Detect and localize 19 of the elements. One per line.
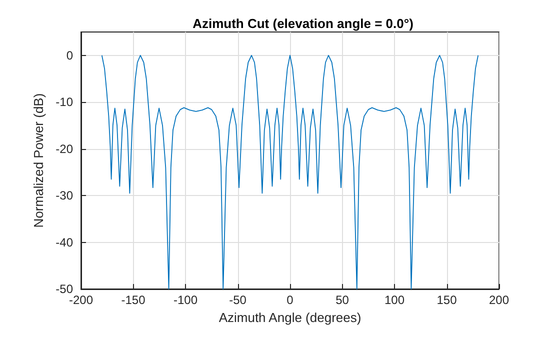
y-tick-label: -50 (56, 282, 74, 296)
x-tick-label: 100 (384, 293, 405, 307)
x-axis-title: Azimuth Angle (degrees) (218, 310, 362, 325)
line-series (101, 54, 479, 290)
y-tick-label: -40 (56, 235, 74, 250)
y-tick-label: 0 (66, 48, 74, 62)
x-tick-label: 50 (336, 293, 350, 307)
x-tick-label: -200 (68, 293, 94, 307)
x-tick-label: -50 (229, 293, 247, 307)
x-tick-label: 150 (436, 293, 458, 307)
chart-title: Azimuth Cut (elevation angle = 0.0°) (192, 16, 414, 31)
x-tick-label: 200 (488, 293, 510, 307)
x-tick-label: 0 (286, 293, 294, 307)
x-tick-label: -150 (121, 293, 146, 307)
y-axis-title: Normalized Power (dB) (30, 93, 46, 228)
x-tick-label: -100 (173, 293, 198, 307)
y-tick-label: -20 (56, 142, 74, 156)
y-tick-label: -10 (56, 95, 74, 110)
y-tick-label: -30 (56, 188, 74, 203)
